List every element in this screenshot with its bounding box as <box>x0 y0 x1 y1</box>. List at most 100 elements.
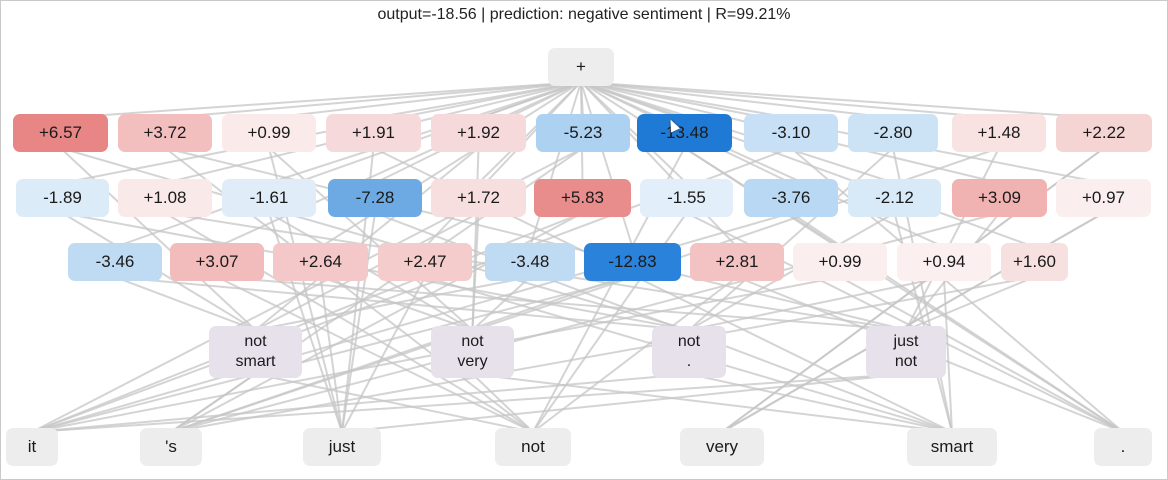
token-label: just <box>328 437 356 456</box>
row2-node: -1.89 <box>16 179 109 217</box>
edge-line <box>31 373 690 433</box>
row2-node: -7.28 <box>328 179 422 217</box>
token-node: not <box>495 428 571 466</box>
row1-node: +1.91 <box>326 114 421 152</box>
phrase-node: not . <box>652 326 726 378</box>
row3-node: +0.94 <box>897 243 991 281</box>
row1-node: +0.99 <box>222 114 316 152</box>
node-value: +1.08 <box>143 188 187 207</box>
row3-node-highlight: -12.83 <box>584 243 681 281</box>
node-value: +1.48 <box>977 123 1021 142</box>
token-label: it <box>27 437 37 456</box>
node-value: -7.28 <box>355 188 395 207</box>
edge-line <box>268 81 582 119</box>
node-value: +2.64 <box>298 252 342 271</box>
edge-line <box>60 81 582 119</box>
node-value: -1.89 <box>43 188 82 207</box>
phrase-node: not very <box>431 326 514 378</box>
node-value: +3.07 <box>195 252 239 271</box>
phrase-line: . <box>686 353 692 370</box>
phrase-node: just not <box>866 326 946 378</box>
phrase-line: not <box>894 353 918 370</box>
row2-node: +3.09 <box>952 179 1047 217</box>
row3-node: -3.46 <box>68 243 162 281</box>
row2-node: +1.08 <box>118 179 212 217</box>
edge-line <box>688 276 945 331</box>
edge-line <box>164 81 582 119</box>
node-value: +0.99 <box>818 252 862 271</box>
edge-line <box>580 81 895 184</box>
row1-node: +1.92 <box>431 114 526 152</box>
node-value: -13.48 <box>660 123 709 142</box>
row3-node: +2.64 <box>273 243 368 281</box>
edge-line <box>943 276 953 433</box>
diagram-title: output=-18.56 | prediction: negative sen… <box>377 6 791 23</box>
row1-node: +6.57 <box>13 114 108 152</box>
edge-line <box>905 276 1035 331</box>
node-value: -3.46 <box>95 252 135 271</box>
edge-line <box>688 212 895 331</box>
node-value: +2.47 <box>403 252 447 271</box>
edge-line <box>580 81 1105 119</box>
edge-line <box>114 276 256 331</box>
node-value: +1.72 <box>456 188 500 207</box>
phrase-line: smart <box>235 353 276 370</box>
node-value: -1.61 <box>249 188 289 207</box>
row1-node: +3.72 <box>118 114 212 152</box>
edge-line <box>170 276 633 433</box>
node-value: +2.81 <box>715 252 759 271</box>
node-value: +1.60 <box>1012 252 1056 271</box>
token-node: smart <box>907 428 997 466</box>
node-value: -2.80 <box>873 123 913 142</box>
row3-node: +0.99 <box>793 243 887 281</box>
row3-node: +2.47 <box>378 243 472 281</box>
row3-node: +1.60 <box>1001 243 1068 281</box>
edge-line <box>529 81 582 248</box>
edge-line <box>31 276 633 433</box>
token-label: smart <box>930 437 974 456</box>
row2-node: -3.76 <box>744 179 838 217</box>
edge-line <box>59 147 257 331</box>
edge-line <box>580 81 1035 248</box>
edge-line <box>580 81 738 248</box>
edge-line <box>580 81 688 184</box>
token-node: . <box>1094 428 1152 466</box>
phrase-node: not smart <box>209 326 302 378</box>
edge-line <box>580 81 1000 119</box>
row2-node: -1.61 <box>222 179 316 217</box>
row1-node: -3.10 <box>744 114 838 152</box>
edge-line <box>472 373 953 433</box>
node-value: +1.91 <box>351 123 395 142</box>
row2-node: -2.12 <box>848 179 941 217</box>
edge-line <box>341 212 376 433</box>
edge-line <box>60 147 690 331</box>
token-node: just <box>303 428 381 466</box>
edge-line <box>31 373 907 433</box>
edge-line <box>255 276 531 331</box>
row3-node: -3.48 <box>485 243 575 281</box>
phrase-line: not <box>461 333 484 350</box>
phrase-line: not <box>244 333 267 350</box>
row1-node-highlight: -13.48 <box>637 114 732 152</box>
edge-line <box>688 373 953 433</box>
token-label: 's <box>165 437 177 456</box>
node-value: -12.83 <box>608 252 657 271</box>
edge-line <box>216 276 534 433</box>
edge-line <box>580 81 1104 184</box>
node-value: +0.97 <box>1081 188 1125 207</box>
row1-node: -2.80 <box>848 114 938 152</box>
edge-line <box>471 373 534 433</box>
edge-line <box>424 81 582 248</box>
edge-line <box>268 212 473 331</box>
node-value: -2.12 <box>875 188 914 207</box>
token-label: very <box>705 437 739 456</box>
token-label: not <box>521 437 545 456</box>
phrase-line: just <box>893 333 919 350</box>
row2-node: +5.83 <box>534 179 631 217</box>
node-value: -3.76 <box>771 188 811 207</box>
row2-node: -1.55 <box>640 179 733 217</box>
row2-node: +0.97 <box>1056 179 1151 217</box>
node-value: +3.09 <box>977 188 1021 207</box>
token-node: it <box>6 428 58 466</box>
phrase-line: very <box>457 353 488 370</box>
